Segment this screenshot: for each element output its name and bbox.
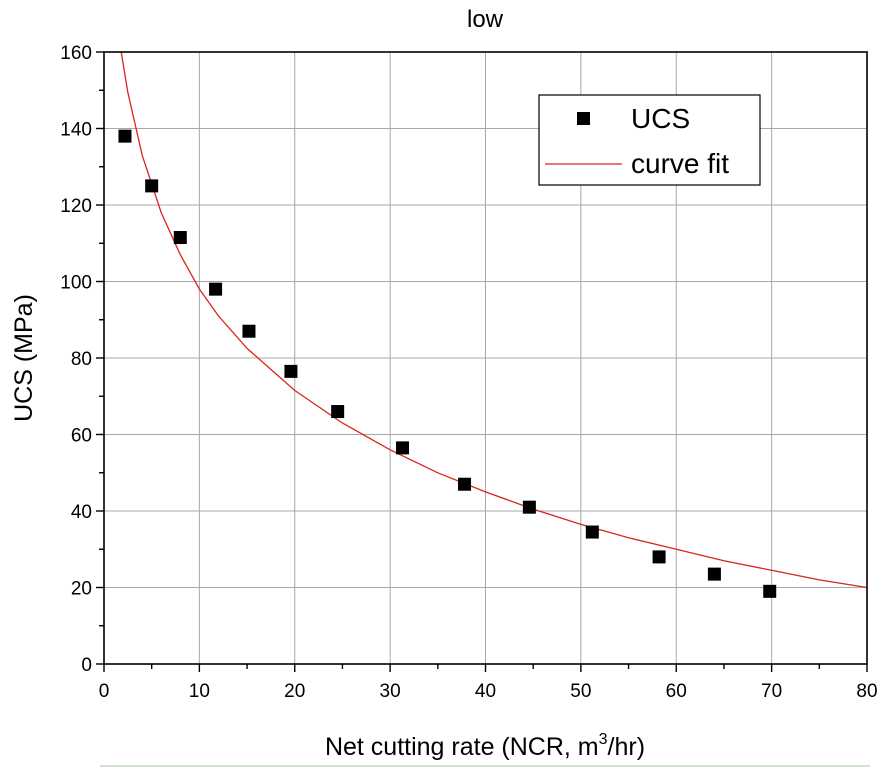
x-tick-label-2: 20 [284,681,305,702]
ucs-point-7 [396,441,410,455]
legend: UCS curve fit [538,94,761,186]
x-tick-label-3: 30 [380,681,401,702]
ucs-points [118,129,777,598]
ucs-point-13 [763,584,777,598]
x-axis-title-sup: 3 [599,731,608,748]
legend-ucs-label: UCS [631,103,690,134]
x-tick-labels: 0 10 20 30 40 50 60 70 80 [99,681,878,702]
curve-fit-line [120,51,868,589]
x-tick-label-0: 0 [99,681,110,702]
ucs-point-5 [284,364,298,378]
ucs-point-2 [173,231,187,245]
legend-box [538,94,761,186]
ucs-point-9 [522,500,536,514]
y-tick-label-0: 0 [81,655,92,676]
y-tick-label-4: 80 [71,349,92,370]
x-tick-label-6: 60 [666,681,687,702]
legend-curve-fit-label: curve fit [631,148,729,179]
x-tick-label-5: 50 [570,681,591,702]
y-tick-label-8: 160 [60,43,92,64]
ucs-point-8 [458,477,472,491]
ucs-point-12 [707,567,721,581]
y-tick-label-2: 40 [71,502,92,523]
x-tick-label-8: 80 [856,681,877,702]
y-tick-label-5: 100 [60,273,92,294]
chart-title: low [467,6,504,33]
ucs-point-10 [585,525,599,539]
ucs-point-6 [331,405,345,419]
ucs-point-4 [242,324,256,338]
x-axis-title: Net cutting rate (NCR, m3/hr) [325,731,645,761]
y-tick-label-3: 60 [71,426,92,447]
y-tick-label-7: 140 [60,120,92,141]
x-tick-label-7: 70 [761,681,782,702]
ucs-point-11 [652,550,666,564]
x-tick-label-1: 10 [189,681,210,702]
axis-ticks [96,51,868,672]
y-axis-title: UCS (MPa) [10,294,38,422]
y-tick-label-1: 20 [71,579,92,600]
ucs-point-0 [118,129,132,143]
x-tick-label-4: 40 [475,681,496,702]
y-tick-label-6: 120 [60,196,92,217]
bottom-divider [100,765,870,767]
ucs-point-3 [209,282,223,296]
y-tick-labels: 0 20 40 60 80 100 120 140 160 [60,43,92,676]
legend-ucs-marker [577,112,590,125]
ucs-point-1 [145,179,159,193]
